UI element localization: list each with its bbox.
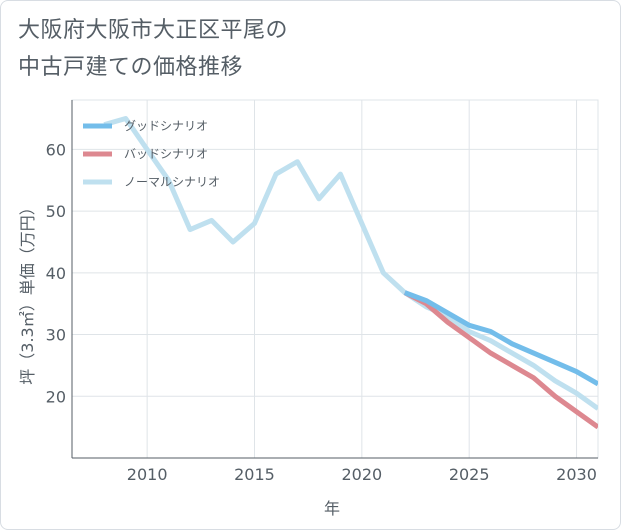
y-tick-label: 30 [46,326,66,345]
series-line [403,290,598,387]
legend-label: バッドシナリオ [124,147,208,161]
series-line [103,116,598,411]
series-lines [103,116,598,430]
y-tick-label: 40 [46,264,66,283]
y-tick-label: 20 [46,387,66,406]
x-tick-label: 2015 [234,465,275,484]
y-tick-label: 60 [46,140,66,159]
chart-title-line-1: 大阪府大阪市大正区平尾の [18,18,289,43]
x-tick-label: 2030 [556,465,597,484]
x-tick-label: 2010 [127,465,168,484]
x-tick-label: 2025 [449,465,490,484]
x-axis-title: 年 [324,499,340,518]
y-tick-label: 50 [46,202,66,221]
series-line [403,290,598,430]
chart-title-line-2: 中古戸建ての価格推移 [18,55,244,80]
y-axis-title: 坪（3.3㎡）単価（万円） [18,199,37,384]
grid [71,99,599,459]
legend-label: ノーマルシナリオ [124,175,220,189]
x-tick-label: 2020 [341,465,382,484]
legend-label: グッドシナリオ [124,119,208,133]
chart-title: 大阪府大阪市大正区平尾の 中古戸建ての価格推移 [18,12,288,86]
